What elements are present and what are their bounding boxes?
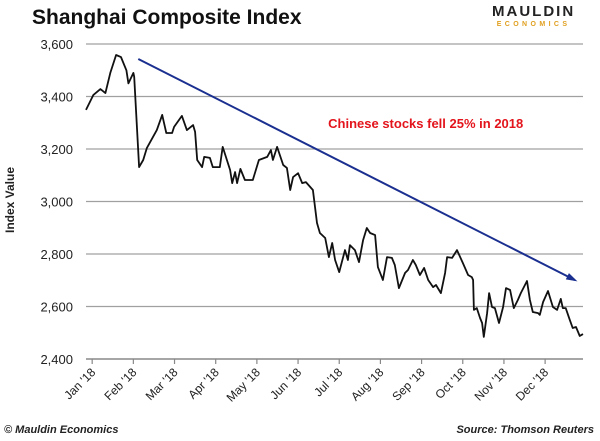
x-tick-label: Jul '18 (311, 365, 345, 399)
x-tick-label: Nov '18 (472, 365, 511, 404)
x-tick-label: Jan '18 (61, 365, 98, 402)
y-tick-label: 2,600 (40, 300, 73, 315)
y-tick-label: 3,600 (40, 37, 73, 52)
trend-arrow-head (565, 273, 578, 282)
chart-title: Shanghai Composite Index (32, 6, 302, 29)
logo-line2: ECONOMICS (496, 21, 571, 28)
logo-line1: MAULDIN (492, 3, 576, 20)
annotation-text: Chinese stocks fell 25% in 2018 (328, 116, 523, 131)
y-tick-label: 3,400 (40, 90, 73, 105)
x-tick-label: Mar '18 (143, 365, 181, 403)
mauldin-economics-logo: MAULDIN ECONOMICS (492, 4, 575, 29)
x-tick-label: Feb '18 (102, 365, 140, 403)
trend-arrow-line (137, 58, 576, 281)
y-tick-label: 2,800 (40, 247, 73, 262)
x-tick-label: Aug '18 (348, 365, 387, 404)
x-tick-label: Oct '18 (432, 365, 469, 402)
x-tick-label: May '18 (224, 365, 264, 405)
x-tick-label: Apr '18 (185, 365, 222, 402)
index-series-line (85, 54, 584, 338)
y-axis-title: Index Value (3, 167, 17, 233)
x-tick-label: Sep '18 (389, 365, 428, 404)
y-tick-label: 3,000 (40, 195, 73, 210)
x-tick-label: Dec '18 (513, 365, 552, 404)
source-text: Source: Thomson Reuters (456, 424, 594, 436)
x-tick-label: Jun '18 (267, 365, 304, 402)
y-tick-label: 3,200 (40, 142, 73, 157)
copyright-text: © Mauldin Economics (4, 424, 119, 436)
y-tick-label: 2,400 (40, 352, 73, 367)
